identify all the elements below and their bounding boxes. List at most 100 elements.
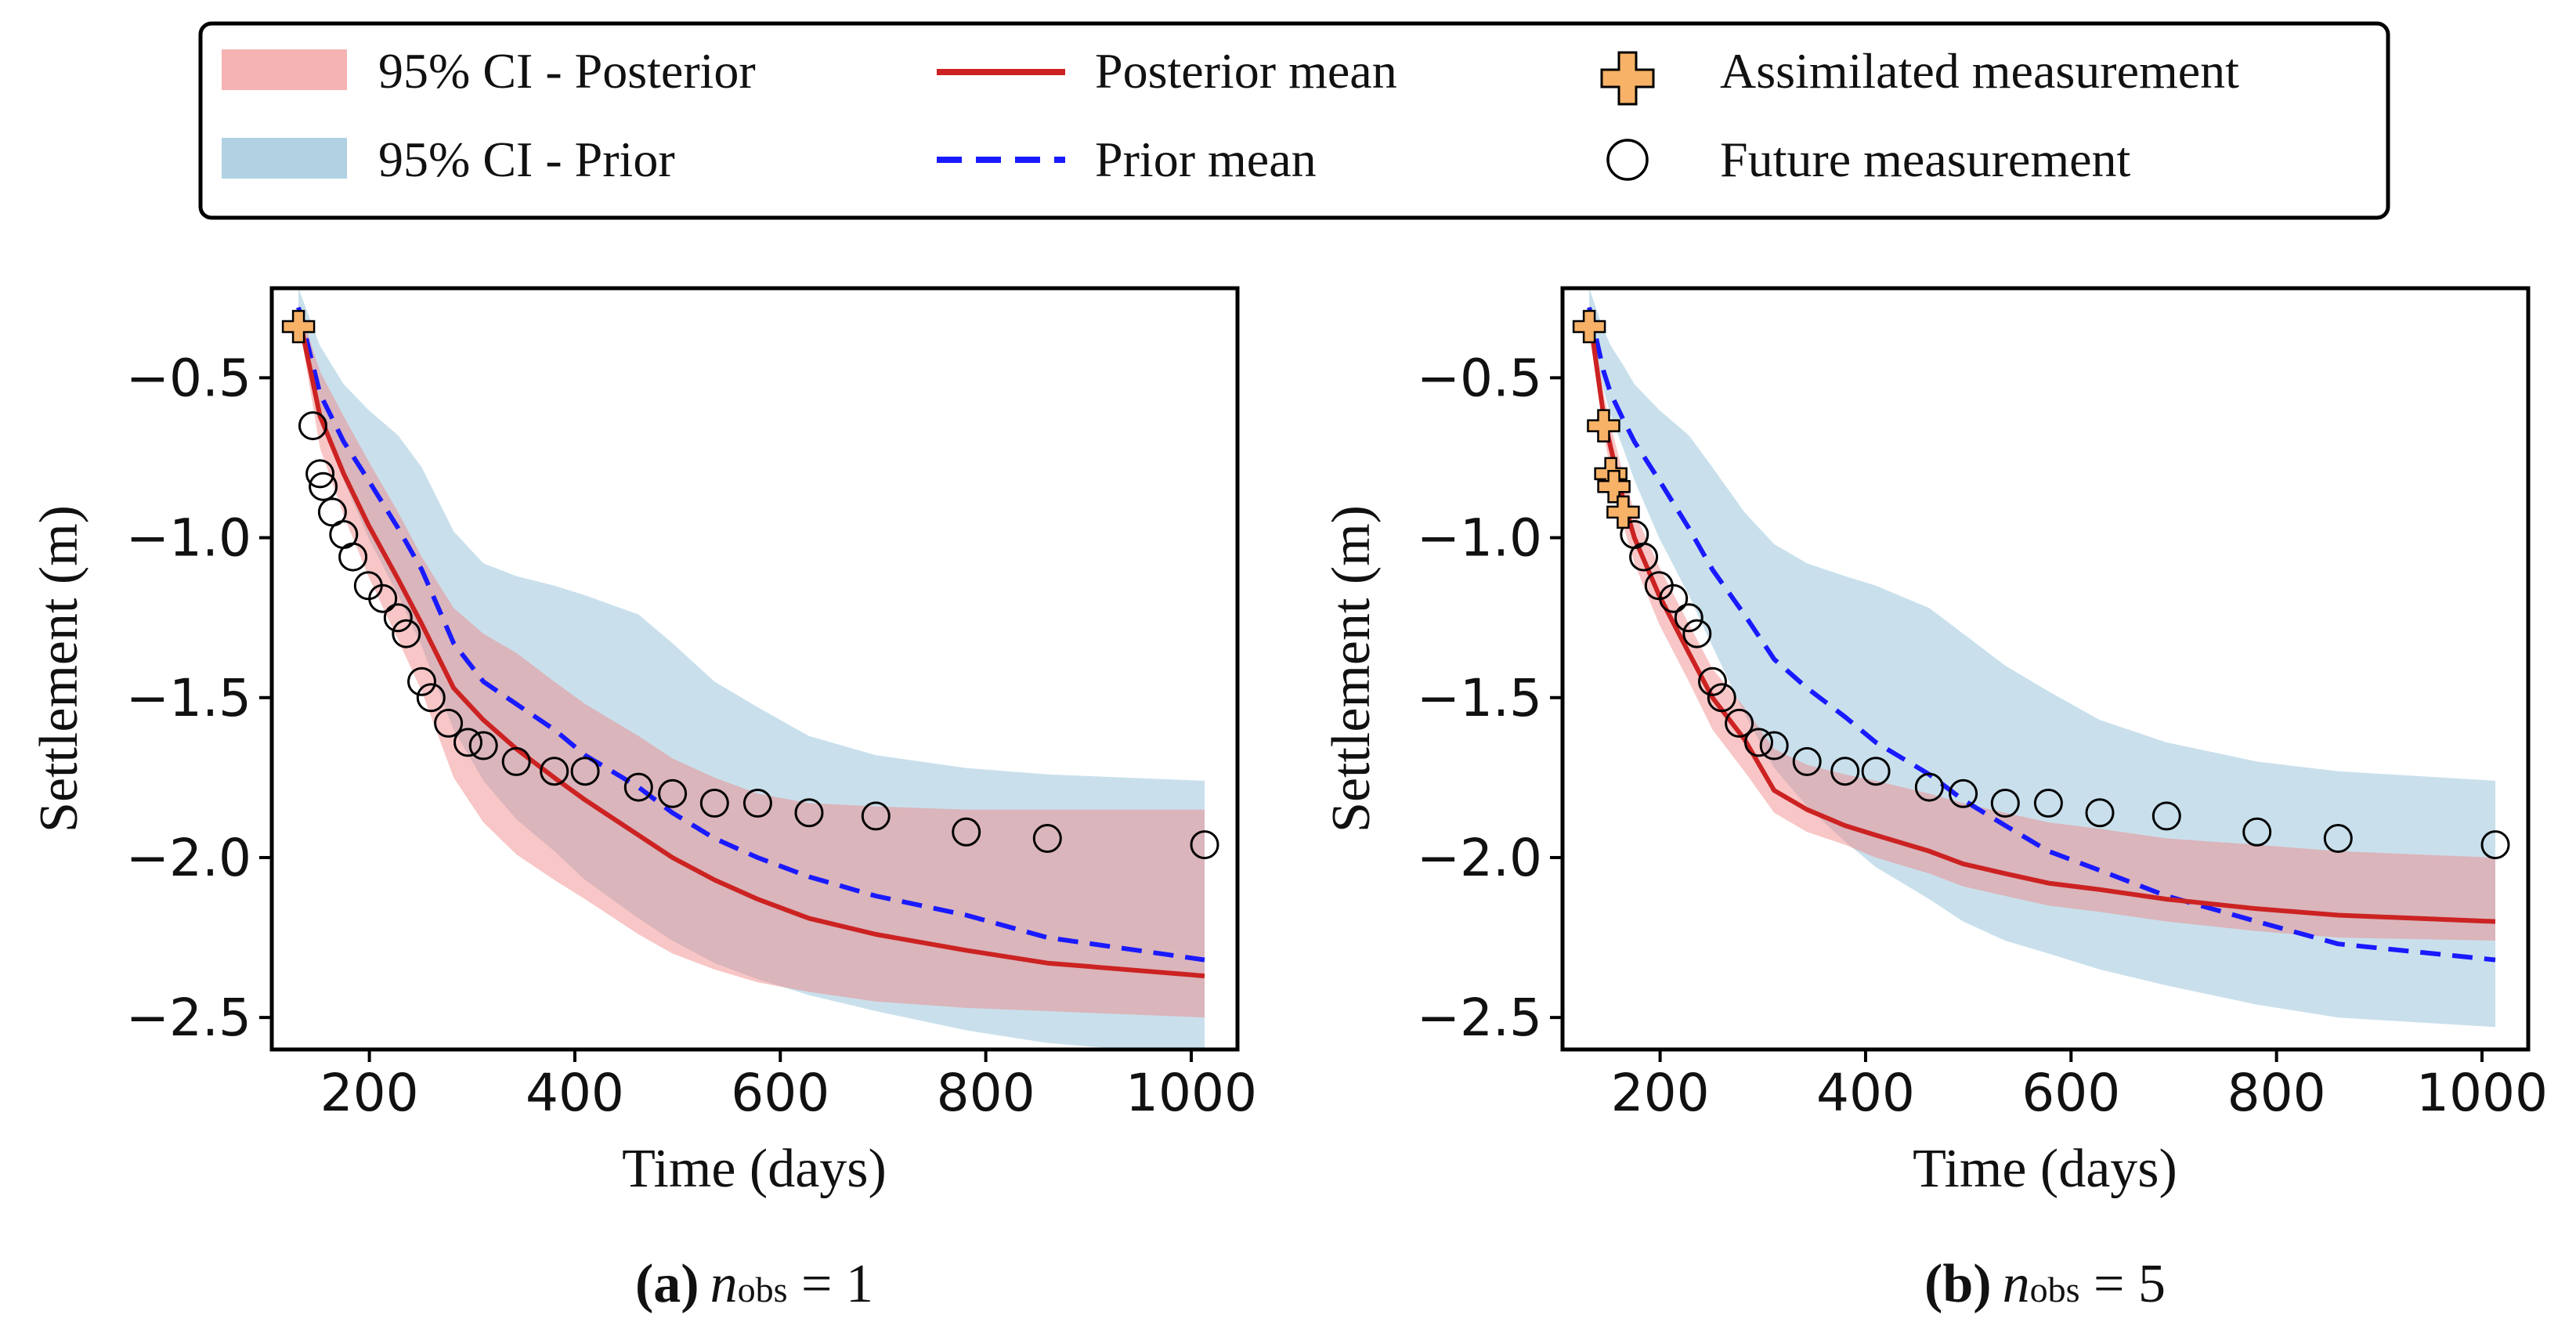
x-tick-label: 1000	[2416, 1063, 2548, 1123]
panel-a: 200 400 600 800 1000 −0.5 −1.0 −1.5 −2.0 −2.5 Ti…	[29, 286, 1257, 1314]
x-tick-label: 1000	[1125, 1063, 1257, 1123]
y-tick-label: −1.0	[126, 508, 251, 569]
x-tick-label: 600	[2021, 1063, 2120, 1123]
legend-swatch-future-icon	[1606, 139, 1649, 181]
future-measurement-point	[1914, 772, 1944, 802]
y-tick-label: −0.5	[126, 348, 251, 408]
legend-label-ci-posterior: 95% CI - Posterior	[378, 43, 756, 99]
panel-a-frame	[269, 286, 1240, 1052]
panel-b-caption-sub: obs	[2030, 1270, 2080, 1310]
future-measurement-point	[416, 683, 446, 713]
future-measurement-point	[1629, 542, 1659, 572]
panel-a-caption-eq: = 1	[788, 1254, 873, 1314]
future-measurement-point	[1707, 683, 1736, 713]
x-tick-label: 200	[1611, 1063, 1710, 1123]
legend: 95% CI - Posterior 95% CI - Prior Poster…	[198, 21, 2390, 220]
panel-b-xlabel: Time (days)	[1913, 1139, 2177, 1199]
future-measurement-point	[468, 731, 498, 760]
panel-a-caption-letter: (a)	[635, 1254, 699, 1314]
future-measurement-point	[1830, 757, 1860, 786]
x-tick-label: 200	[320, 1063, 419, 1123]
future-measurement-point	[623, 772, 653, 802]
prior-mean-line	[296, 306, 1205, 963]
legend-swatch-ci-prior	[222, 138, 347, 179]
future-measurement-point	[1032, 824, 1062, 853]
future-measurement-point	[1190, 830, 1219, 860]
y-tick-label: −2.5	[1417, 988, 1542, 1048]
y-tick-label: −2.0	[1417, 828, 1542, 888]
legend-label-future: Future measurement	[1720, 132, 2131, 187]
future-measurement-point	[1698, 666, 1727, 696]
y-tick-label: −2.5	[126, 988, 251, 1048]
future-measurement-point	[1949, 778, 1978, 808]
future-measurement-point	[699, 789, 729, 818]
legend-label-ci-prior: 95% CI - Prior	[378, 132, 675, 187]
legend-frame	[198, 21, 2390, 220]
assimilated-measurement-point	[281, 309, 316, 344]
future-measurement-point	[338, 542, 368, 572]
future-measurement-point	[658, 778, 688, 808]
future-measurement-point	[392, 619, 421, 648]
future-measurement-point	[2085, 798, 2115, 828]
future-measurement-point	[794, 798, 824, 828]
future-measurement-point	[2480, 830, 2510, 860]
legend-swatch-ci-posterior	[222, 49, 347, 90]
y-tick-label: −0.5	[1417, 348, 1542, 408]
prior-mean-line	[1587, 306, 2496, 963]
future-measurement-point	[540, 757, 569, 786]
y-tick-label: −1.0	[1417, 508, 1542, 569]
future-measurement-point	[368, 583, 398, 613]
panel-a-x-axis: 200 400 600 800 1000	[320, 1049, 1257, 1123]
panel-b-caption-var: n	[2003, 1254, 2030, 1314]
panel-b-caption-letter: (b)	[1924, 1254, 1992, 1314]
x-tick-label: 800	[2227, 1063, 2326, 1123]
posterior-mean-line	[296, 313, 1205, 979]
panel-a-caption: (a) nobs = 1	[635, 1254, 873, 1314]
panel-b-y-axis: −0.5 −1.0 −1.5 −2.0 −2.5	[1417, 348, 1563, 1048]
panel-a-caption-var: n	[710, 1254, 738, 1314]
future-measurement-point	[952, 817, 981, 847]
panel-b-x-axis: 200 400 600 800 1000	[1611, 1049, 2548, 1123]
panel-a-y-axis: −0.5 −1.0 −1.5 −2.0 −2.5	[126, 348, 272, 1048]
x-tick-label: 600	[731, 1063, 829, 1123]
panel-a-xlabel: Time (days)	[622, 1139, 887, 1199]
y-tick-label: −2.0	[126, 828, 251, 888]
future-measurement-point	[1725, 708, 1754, 738]
future-measurement-point	[1990, 789, 2020, 818]
future-measurement-point	[1759, 731, 1789, 760]
panel-b: 200 400 600 800 1000 −0.5 −1.0 −1.5 −2.0 −2.5 Ti…	[1321, 286, 2548, 1314]
panel-a-caption-sub: obs	[738, 1270, 788, 1310]
ci-prior-band	[298, 288, 1205, 1049]
future-measurement-point	[1792, 746, 1822, 776]
panel-b-frame	[1560, 286, 2531, 1052]
x-tick-label: 400	[526, 1063, 624, 1123]
future-measurement-point	[305, 459, 335, 489]
future-measurement-point	[1659, 583, 1689, 613]
future-measurement-point	[501, 746, 531, 776]
future-measurement-point	[1682, 619, 1712, 648]
future-measurement-point	[1744, 728, 1773, 757]
panel-b-caption: (b) nobs = 5	[1924, 1254, 2166, 1314]
future-measurement-point	[2242, 817, 2272, 847]
future-measurement-point	[2151, 801, 2181, 831]
panel-a-markers	[281, 309, 1219, 860]
ci-posterior-band	[1589, 304, 2495, 941]
panel-a-ylabel: Settlement (m)	[29, 505, 89, 833]
ci-prior-band	[1589, 288, 2495, 1028]
future-measurement-point	[2323, 824, 2353, 853]
y-tick-label: −1.5	[1417, 668, 1542, 728]
legend-label-posterior-mean: Posterior mean	[1095, 43, 1397, 99]
future-measurement-point	[861, 801, 891, 831]
assimilated-measurement-point	[1572, 309, 1606, 344]
legend-label-assimilated: Assimilated measurement	[1720, 43, 2239, 99]
x-tick-label: 800	[937, 1063, 1035, 1123]
future-measurement-point	[298, 411, 327, 441]
future-measurement-point	[570, 757, 600, 786]
future-measurement-point	[1674, 603, 1703, 633]
assimilated-measurement-point	[1606, 495, 1640, 529]
legend-label-prior-mean: Prior mean	[1095, 132, 1317, 187]
future-measurement-point	[2033, 789, 2063, 818]
future-measurement-point	[453, 728, 482, 757]
future-measurement-point	[742, 789, 772, 818]
